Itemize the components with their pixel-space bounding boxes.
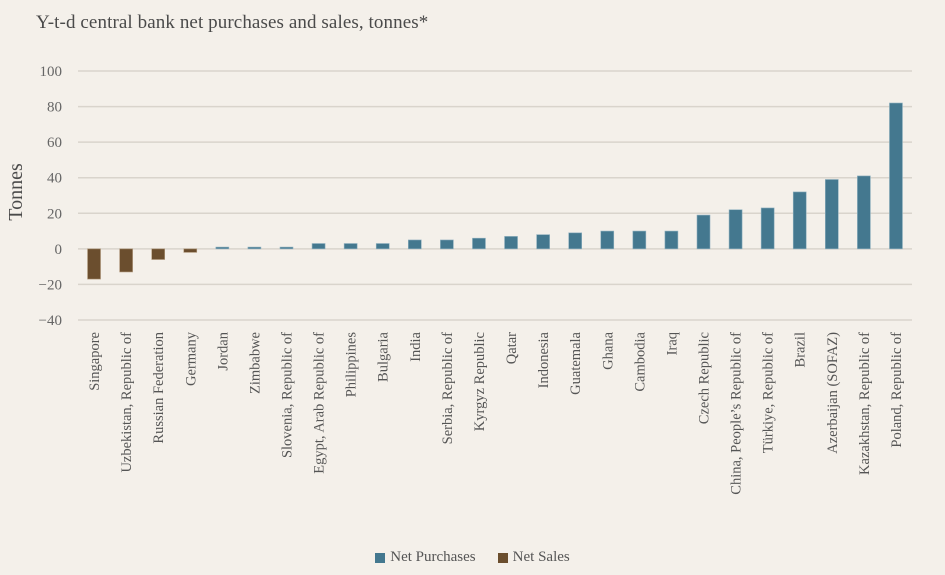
bar-guatemala: [568, 232, 582, 250]
y-tick-label: −20: [39, 277, 62, 293]
chart-title: Y-t-d central bank net purchases and sal…: [36, 12, 429, 33]
category-label: Serbia, Republic of: [440, 332, 456, 445]
y-tick-label: 60: [47, 135, 62, 151]
category-label: Zimbabwe: [247, 332, 263, 394]
legend-swatch-net-purchases: [375, 552, 386, 563]
legend-label: Net Sales: [512, 549, 570, 565]
bar-iraq: [664, 230, 679, 250]
category-label: Uzbekistan, Republic of: [119, 332, 135, 473]
category-label: Guatemala: [568, 331, 584, 394]
legend-item-net-sales[interactable]: Net Sales: [497, 549, 570, 566]
bar-germany: [183, 248, 198, 253]
bar-uzbekistan-republic-of: [119, 248, 133, 273]
category-label: Cambodia: [632, 331, 648, 391]
bar-india: [408, 239, 422, 250]
y-tick-label: 40: [47, 171, 62, 187]
y-axis-label: Tonnes: [5, 163, 27, 221]
grid-layer: [78, 70, 912, 321]
legend: Net Purchases Net Sales: [0, 549, 945, 566]
bar-slovenia-republic-of: [279, 246, 294, 250]
bar-indonesia: [536, 234, 550, 250]
category-label: Iraq: [664, 332, 680, 355]
y-tick-label: −40: [39, 313, 62, 329]
category-label: Türkiye, Republic of: [761, 332, 777, 453]
y-tick-label: 0: [55, 242, 63, 258]
bar-azerbaijan-sofaz: [825, 179, 839, 250]
y-tick-label: 20: [47, 206, 62, 222]
bar-serbia-republic-of: [440, 239, 454, 250]
category-label: Philippines: [344, 332, 360, 398]
category-label: China, People’s Republic of: [729, 332, 745, 495]
legend-swatch-net-sales: [497, 552, 508, 563]
legend-label: Net Purchases: [390, 549, 476, 565]
bar-jordan: [215, 246, 230, 250]
category-label: Egypt, Arab Republic of: [312, 332, 328, 474]
y-tick-label: 100: [40, 64, 63, 80]
category-label: Poland, Republic of: [889, 332, 905, 448]
bar-t-rkiye-republic-of: [760, 207, 775, 250]
bar-egypt-arab-republic-of: [311, 243, 326, 250]
x-axis-categories: Singapore Uzbekistan, Republic of Russian …: [87, 331, 905, 494]
category-label: Singapore: [87, 332, 103, 391]
y-axis-ticks: 100 80 60 40 20 0 −20 −40: [39, 64, 62, 329]
category-label: Kyrgyz Republic: [472, 332, 488, 431]
bar-kyrgyz-republic: [472, 237, 486, 250]
category-label: Kazakhstan, Republic of: [857, 332, 873, 475]
category-label: Slovenia, Republic of: [280, 332, 296, 458]
bars-layer: [87, 102, 903, 280]
legend-item-net-purchases[interactable]: Net Purchases: [375, 549, 476, 566]
category-label: Germany: [183, 331, 199, 386]
bar-ghana: [600, 230, 615, 250]
bar-brazil: [792, 191, 807, 250]
bar-russian-federation: [151, 248, 165, 260]
y-tick-label: 80: [47, 100, 62, 116]
bar-poland-republic-of: [889, 102, 903, 250]
category-label: India: [408, 331, 424, 361]
category-label: Brazil: [793, 332, 809, 367]
category-label: Bulgaria: [376, 331, 392, 381]
category-label: Ghana: [600, 331, 616, 369]
bar-czech-republic: [696, 214, 711, 250]
bar-qatar: [504, 236, 518, 250]
category-label: Jordan: [215, 331, 231, 370]
category-label: Azerbaijan (SOFAZ): [825, 332, 841, 454]
bar-zimbabwe: [247, 246, 262, 250]
bar-singapore: [87, 248, 101, 280]
category-label: Qatar: [504, 332, 520, 364]
category-label: Czech Republic: [697, 332, 713, 424]
bar-cambodia: [632, 230, 647, 250]
bar-philippines: [343, 243, 358, 250]
bar-bulgaria: [375, 243, 390, 250]
category-label: Russian Federation: [151, 331, 167, 443]
bar-china-people-s-republic-of: [728, 209, 743, 250]
bar-kazakhstan-republic-of: [857, 175, 871, 250]
category-label: Indonesia: [536, 331, 552, 388]
